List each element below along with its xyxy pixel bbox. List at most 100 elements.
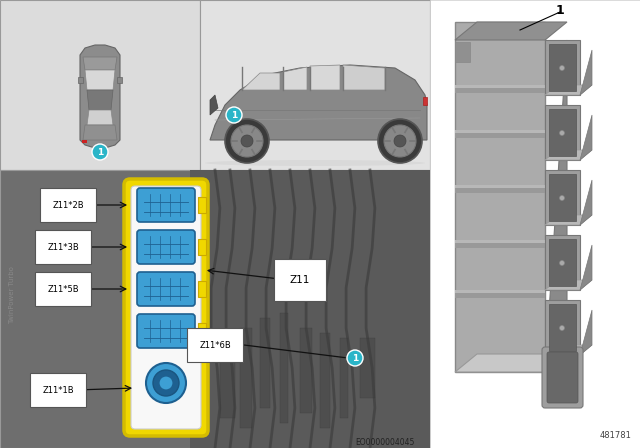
FancyBboxPatch shape: [547, 352, 578, 403]
FancyBboxPatch shape: [137, 272, 195, 306]
Bar: [198, 239, 206, 255]
Circle shape: [559, 65, 564, 70]
Ellipse shape: [205, 160, 425, 166]
Bar: [280, 313, 288, 423]
Bar: [545, 105, 580, 160]
Bar: [545, 300, 580, 355]
Bar: [200, 0, 430, 170]
Bar: [190, 170, 430, 448]
FancyBboxPatch shape: [131, 186, 201, 429]
Bar: [455, 87, 545, 93]
Circle shape: [226, 107, 242, 123]
Bar: [198, 281, 206, 297]
Text: 1: 1: [97, 147, 103, 156]
Polygon shape: [545, 215, 592, 225]
Circle shape: [559, 260, 564, 266]
Polygon shape: [580, 310, 592, 355]
FancyBboxPatch shape: [137, 188, 195, 222]
Bar: [455, 290, 545, 293]
Bar: [360, 338, 375, 398]
FancyBboxPatch shape: [137, 230, 195, 264]
Polygon shape: [545, 280, 592, 290]
Text: 1: 1: [231, 111, 237, 120]
Text: Z11*6B: Z11*6B: [199, 340, 231, 349]
Text: Z11*2B: Z11*2B: [52, 201, 84, 210]
Bar: [240, 328, 252, 428]
Bar: [455, 22, 545, 372]
Bar: [320, 333, 330, 428]
Polygon shape: [283, 67, 307, 90]
Circle shape: [159, 376, 173, 390]
Bar: [220, 338, 235, 418]
Bar: [549, 239, 576, 286]
Bar: [455, 292, 545, 298]
Circle shape: [225, 119, 269, 163]
Circle shape: [241, 135, 253, 147]
FancyBboxPatch shape: [124, 179, 208, 436]
Polygon shape: [83, 125, 117, 140]
FancyBboxPatch shape: [542, 347, 583, 408]
Text: 1: 1: [352, 353, 358, 362]
Bar: [260, 318, 270, 408]
Bar: [455, 240, 545, 243]
Polygon shape: [117, 77, 122, 83]
Circle shape: [153, 370, 179, 396]
Polygon shape: [580, 180, 592, 225]
Bar: [545, 235, 580, 290]
Polygon shape: [580, 245, 592, 290]
Bar: [340, 338, 348, 418]
Bar: [545, 170, 580, 225]
Circle shape: [559, 130, 564, 135]
Text: TwinPower Turbo: TwinPower Turbo: [9, 266, 15, 324]
Polygon shape: [310, 65, 340, 90]
Polygon shape: [545, 85, 592, 95]
Bar: [549, 304, 576, 351]
Text: 1: 1: [556, 4, 564, 17]
Circle shape: [146, 363, 186, 403]
Bar: [423, 97, 427, 105]
Bar: [549, 44, 576, 91]
Bar: [430, 0, 640, 448]
Circle shape: [559, 195, 564, 201]
Bar: [455, 130, 545, 133]
Bar: [455, 185, 545, 188]
Polygon shape: [85, 70, 115, 90]
Circle shape: [92, 144, 108, 160]
Polygon shape: [78, 77, 83, 83]
Polygon shape: [343, 65, 385, 90]
Text: Z11*1B: Z11*1B: [42, 385, 74, 395]
Polygon shape: [455, 22, 567, 40]
Circle shape: [231, 125, 263, 157]
Polygon shape: [580, 115, 592, 160]
Bar: [549, 109, 576, 156]
Bar: [0, 170, 430, 448]
Bar: [455, 132, 545, 138]
Bar: [0, 0, 200, 170]
Circle shape: [394, 135, 406, 147]
Polygon shape: [545, 150, 592, 160]
FancyBboxPatch shape: [137, 314, 195, 348]
Bar: [82, 140, 87, 143]
Polygon shape: [87, 90, 113, 110]
Bar: [198, 323, 206, 339]
Text: Z11*3B: Z11*3B: [47, 242, 79, 251]
Bar: [455, 187, 545, 193]
Circle shape: [347, 350, 363, 366]
Polygon shape: [80, 45, 120, 148]
Polygon shape: [83, 57, 117, 70]
Polygon shape: [545, 345, 592, 355]
Circle shape: [378, 119, 422, 163]
Bar: [300, 328, 312, 413]
Text: Z11: Z11: [290, 275, 310, 285]
Polygon shape: [545, 40, 567, 372]
Bar: [198, 197, 206, 213]
Bar: [455, 85, 545, 88]
Circle shape: [559, 326, 564, 331]
Polygon shape: [210, 65, 427, 140]
Bar: [545, 40, 580, 95]
Polygon shape: [455, 354, 567, 372]
Bar: [549, 174, 576, 221]
Text: EO0000004045: EO0000004045: [356, 438, 415, 447]
Bar: [455, 42, 470, 62]
Text: Z11*5B: Z11*5B: [47, 284, 79, 293]
